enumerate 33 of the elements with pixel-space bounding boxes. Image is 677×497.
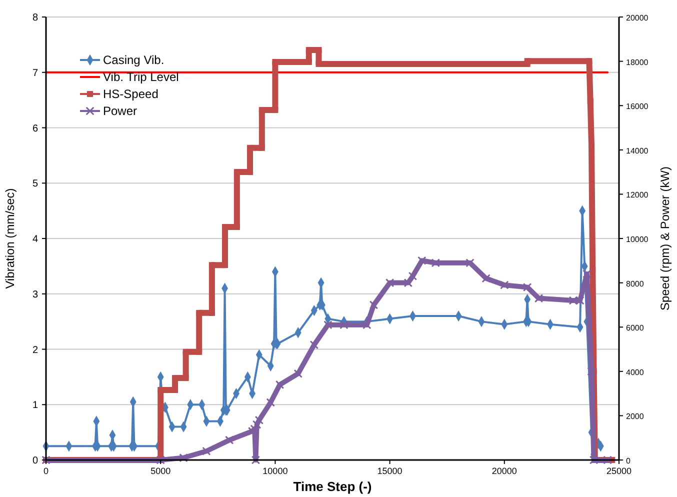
y2-tick-label: 20000 xyxy=(626,14,649,22)
legend-label: HS-Speed xyxy=(103,87,158,101)
y2-tick-label: 12000 xyxy=(626,190,649,200)
x-axis-title: Time Step (-) xyxy=(293,479,372,494)
y2-tick-label: 16000 xyxy=(626,102,649,112)
x-tick-label: 25000 xyxy=(606,466,632,476)
x-tick-label: 10000 xyxy=(262,466,288,476)
legend-label: Vib. Trip Level xyxy=(103,70,179,84)
y2-tick-label: 0 xyxy=(626,456,631,466)
y2-tick-label: 2000 xyxy=(626,412,644,422)
y2-tick-label: 18000 xyxy=(626,58,649,67)
y-tick-label: 8 xyxy=(32,12,38,24)
x-tick-label: 20000 xyxy=(492,466,517,476)
y-tick-label: 3 xyxy=(32,289,38,300)
x-tick-label: 15000 xyxy=(377,466,402,476)
x-tick-label: 5000 xyxy=(150,466,171,476)
y-tick-label: 4 xyxy=(32,234,38,245)
y2-tick-label: 10000 xyxy=(626,235,649,244)
y-tick-label: 5 xyxy=(32,178,38,190)
y-tick-label: 6 xyxy=(32,123,38,134)
y2-tick-label: 8000 xyxy=(626,279,644,288)
y-tick-label: 1 xyxy=(32,400,38,412)
y2-tick-label: 6000 xyxy=(626,324,644,333)
legend-label: Power xyxy=(103,104,138,118)
y-axis-title: Vibration (mm/sec) xyxy=(3,188,17,289)
y-tick-label: 2 xyxy=(32,344,38,356)
y-tick-label: 0 xyxy=(32,456,38,466)
x-tick-label: 0 xyxy=(43,466,49,476)
y2-tick-label: 4000 xyxy=(626,368,644,377)
y-tick-label: 7 xyxy=(32,68,38,79)
y2-tick-label: 14000 xyxy=(626,146,649,156)
legend-label: Casing Vib. xyxy=(103,53,164,67)
y2-axis-title: Speed (rpm) & Power (kW) xyxy=(658,166,672,311)
